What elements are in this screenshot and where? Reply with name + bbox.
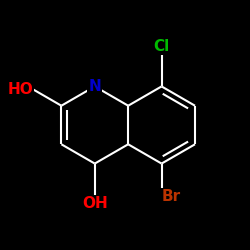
Text: Br: Br [162,189,181,204]
Text: OH: OH [82,196,108,211]
Text: Cl: Cl [154,39,170,54]
Text: N: N [88,79,101,94]
Text: HO: HO [7,82,33,97]
